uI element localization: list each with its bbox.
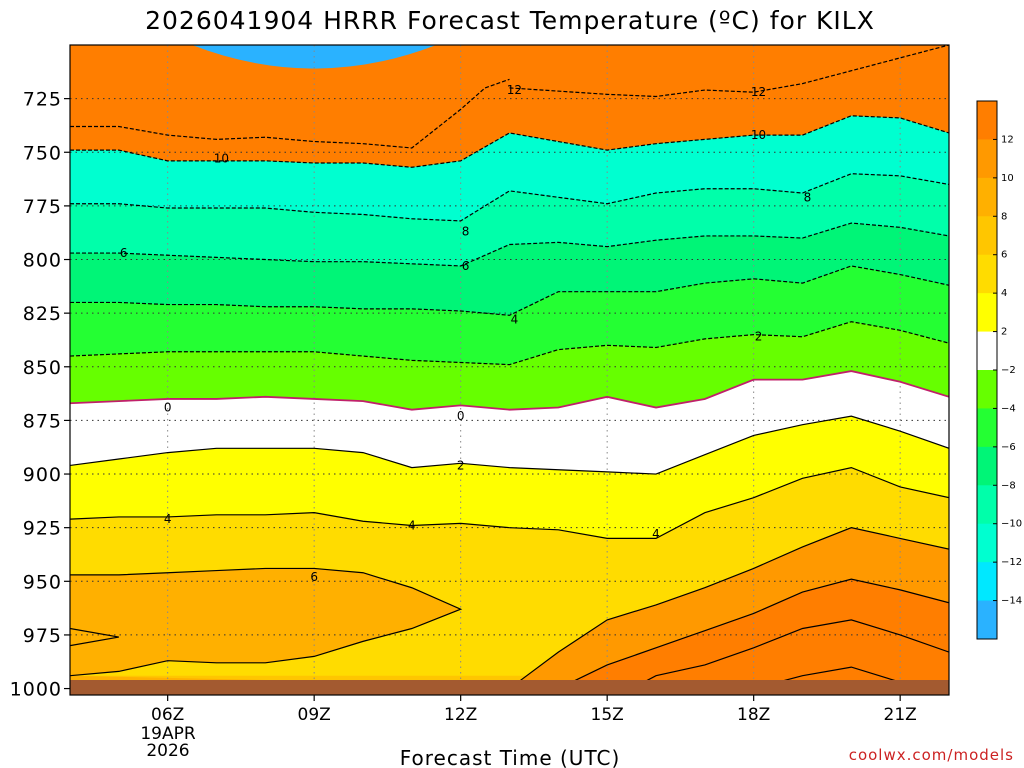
colorbar-swatch	[977, 408, 997, 448]
y-tick-label: 900	[23, 464, 62, 486]
colorbar-swatch	[977, 370, 997, 409]
contour-line	[70, 321, 949, 366]
contour-line	[70, 222, 949, 267]
y-tick-label: 850	[23, 357, 62, 379]
y-tick-label: 725	[23, 89, 62, 111]
contour-label: 12	[751, 85, 766, 99]
contour-label: 6	[462, 259, 470, 273]
colorbar-label: 4	[1001, 288, 1007, 299]
contour-lines	[70, 45, 949, 690]
credit-link[interactable]: coolwx.com/models	[849, 746, 1014, 764]
contour-label: 2	[755, 330, 763, 344]
x-tick-label: 18Z	[737, 705, 770, 725]
contour-line	[509, 527, 949, 690]
colorbar-swatch	[977, 101, 997, 140]
contour-label: 10	[214, 152, 229, 166]
colorbar-label: −6	[1001, 442, 1016, 453]
contour-label: 4	[511, 313, 519, 327]
date-label-day: 19APR	[140, 724, 196, 744]
x-tick-label: 06Z	[151, 705, 184, 725]
colorbar-swatch	[977, 293, 997, 333]
colorbar-swatch	[977, 446, 997, 486]
colorbar-swatch	[977, 216, 997, 256]
temperature-fills	[70, 45, 949, 695]
contour-line	[70, 265, 949, 316]
y-tick-label: 1000	[10, 679, 62, 701]
colorbar-label: −10	[1001, 519, 1022, 530]
contour-line	[70, 115, 949, 168]
colorbar-swatch	[977, 523, 997, 563]
contour-line	[631, 619, 949, 690]
colorbar-label: −8	[1001, 480, 1016, 491]
colorbar-swatch	[977, 600, 997, 640]
colorbar-swatch	[977, 139, 997, 179]
x-tick-label: 21Z	[884, 705, 917, 725]
contour-line	[70, 567, 463, 677]
contour-line	[70, 173, 949, 222]
contour-line	[70, 627, 119, 647]
colorbar-label: −12	[1001, 557, 1022, 568]
contour-line	[558, 578, 949, 690]
contour-line	[70, 78, 510, 149]
colorbar-swatch	[977, 254, 997, 294]
colorbar-label: −4	[1001, 403, 1016, 414]
contour-label: 0	[457, 409, 465, 423]
colorbar-swatch	[977, 331, 997, 371]
contour-label: 4	[652, 527, 660, 541]
date-label-year: 2026	[146, 741, 189, 761]
colorbar-label: 10	[1001, 173, 1014, 184]
x-axis: 06Z 09Z 12Z 15Z 18Z 21Z	[151, 695, 917, 725]
y-tick-label: 775	[23, 196, 62, 218]
colorbar-label: 8	[1001, 211, 1007, 222]
contour-label: 10	[751, 128, 766, 142]
x-axis-label: Forecast Time (UTC)	[400, 746, 621, 768]
contour-label: 6	[310, 570, 318, 584]
colorbar-swatch	[977, 177, 997, 217]
contour-label: 8	[804, 190, 812, 204]
y-tick-label: 950	[23, 571, 62, 593]
contour-label: 6	[120, 246, 128, 260]
y-tick-label: 750	[23, 142, 62, 164]
ground-strip	[70, 680, 949, 695]
contour-label: 8	[462, 225, 470, 239]
contour-label: 2	[457, 458, 465, 472]
colorbar-label: 6	[1001, 250, 1007, 261]
plot-frame	[69, 44, 950, 696]
y-tick-label: 800	[23, 250, 62, 272]
y-tick-label: 975	[23, 625, 62, 647]
y-axis: 725 750 775 800 825 850 875 900 925 950 975 1000	[10, 89, 70, 701]
x-tick-label: 09Z	[298, 705, 331, 725]
fill-warm-0	[70, 568, 949, 695]
contour-label: 12	[507, 83, 522, 97]
y-tick-label: 875	[23, 410, 62, 432]
y-tick-label: 925	[23, 518, 62, 540]
contour-label: 4	[408, 519, 416, 533]
colorbar-label: 12	[1001, 134, 1014, 145]
colorbar-label: 2	[1001, 327, 1007, 338]
fill-warm-3	[631, 619, 949, 695]
colorbar-swatch	[977, 562, 997, 602]
y-tick-label: 825	[23, 303, 62, 325]
colorbar-label: −14	[1001, 596, 1022, 607]
colorbar-swatch	[977, 485, 997, 525]
contour-line	[70, 370, 949, 411]
contour-labels: 12 12 10 10 8 8 6 6 4 2 0 0 2 4 4 4 6	[120, 83, 811, 584]
colorbar: 12 10 8 6 4 2 −2 −4 −6 −8 −10 −12 −14	[976, 100, 1022, 640]
contour-line	[70, 466, 949, 539]
x-tick-label: 15Z	[591, 705, 624, 725]
plot-area: 12 12 10 10 8 8 6 6 4 2 0 0 2 4 4 4 6	[70, 45, 949, 695]
contour-label: 0	[164, 401, 172, 415]
chart-title: 2026041904 HRRR Forecast Temperature (ºC…	[145, 6, 875, 35]
contour-line	[509, 45, 949, 98]
contour-label: 4	[164, 512, 172, 526]
colorbar-label: −2	[1001, 365, 1016, 376]
x-tick-label: 12Z	[444, 705, 477, 725]
contour-line	[70, 415, 949, 475]
